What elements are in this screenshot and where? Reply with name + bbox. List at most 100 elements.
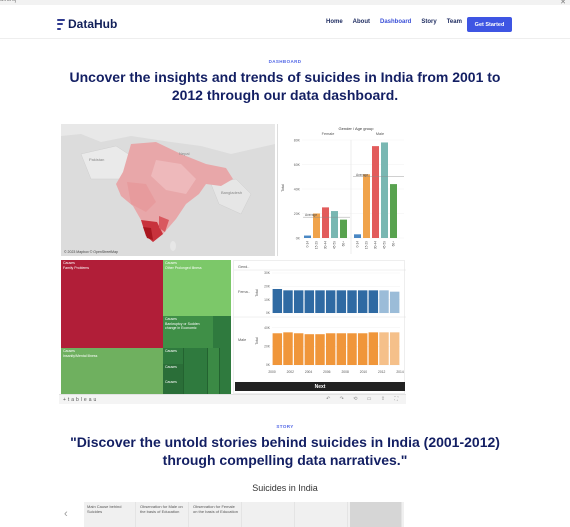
female-bar[interactable] [272, 289, 283, 313]
brand-logo[interactable]: DataHub [57, 17, 117, 31]
tableau-logo[interactable]: + t a b l e a u [63, 397, 97, 403]
tile-causes-c[interactable]: Causes [163, 379, 183, 394]
story-point-5[interactable] [296, 502, 348, 527]
x-tick-label: 2008 [341, 370, 349, 374]
story-point-6[interactable] [350, 502, 402, 527]
tableau-toolbar: + t a b l e a u ↶ ↷ ⟲ ▭ ⇪ ⛶ [59, 394, 406, 404]
bar[interactable] [331, 211, 338, 238]
tile-causes-b[interactable]: Causes [163, 364, 183, 379]
tile-family-problems[interactable]: Causes Family Problems [61, 260, 163, 348]
x-tick-label: 2006 [323, 370, 331, 374]
female-bar[interactable] [293, 290, 304, 313]
female-bar[interactable] [347, 290, 357, 313]
trend-ylabel-female: Total [255, 289, 259, 297]
tile-mental-illness[interactable]: Causes Insanity/Mental Illness [61, 348, 163, 394]
get-started-button[interactable]: Get Started [467, 17, 512, 32]
story-headline: "Discover the untold stories behind suic… [70, 434, 500, 468]
male-bar[interactable] [336, 333, 347, 365]
causes-treemap[interactable]: Causes Family Problems Causes Other Prol… [61, 260, 231, 394]
y-tick-label: 60K [294, 163, 301, 167]
bar[interactable] [381, 142, 388, 238]
female-bar[interactable] [315, 290, 325, 313]
bar[interactable] [313, 213, 320, 239]
tile-causes-a[interactable]: Causes [163, 348, 183, 364]
bar[interactable] [354, 234, 361, 238]
female-bar[interactable] [325, 290, 336, 313]
x-tick-label: 2002 [287, 370, 295, 374]
male-bar[interactable] [347, 333, 357, 365]
y-tick-label: 0K [266, 311, 271, 315]
average-label: Average [356, 173, 368, 177]
tile-prolonged-illness[interactable]: Causes Other Prolonged Illness [163, 260, 231, 316]
story-navigator: Main Cause behind Suicides Observation f… [84, 502, 404, 527]
y-tick-label: 0K [266, 363, 271, 367]
nav-link-story[interactable]: Story [421, 19, 437, 25]
x-tick-label: 2004 [305, 370, 313, 374]
bar[interactable] [372, 146, 379, 238]
male-bar[interactable] [272, 333, 283, 365]
x-tick-label: 30-44 [374, 241, 378, 249]
male-bar[interactable] [293, 333, 304, 365]
bar[interactable] [390, 184, 397, 238]
brand-name: DataHub [68, 17, 118, 31]
male-bar[interactable] [283, 332, 293, 365]
gender-age-chart[interactable]: Gender / Age group Female Male Total 0K 2… [277, 124, 405, 256]
story-point-1[interactable]: Main Cause behind Suicides [84, 502, 136, 527]
x-tick-label: 2014 [396, 370, 404, 374]
nav-link-team[interactable]: Team [446, 19, 462, 25]
chevron-left-icon[interactable]: ‹ [64, 508, 68, 520]
trend-row-female: Fema.. [238, 290, 250, 294]
trend-row-male: Male [238, 338, 246, 342]
female-bar[interactable] [368, 290, 379, 313]
female-bar[interactable] [379, 290, 389, 313]
y-tick-label: 30K [264, 271, 271, 275]
bar[interactable] [322, 207, 329, 238]
y-tick-label: 80K [294, 138, 301, 142]
india-map[interactable]: Pakistan Nepal Bangladesh © 2023 Mapbox … [61, 124, 275, 256]
male-bar[interactable] [368, 332, 379, 365]
tile-causes-small-1[interactable] [213, 316, 231, 348]
bar[interactable] [340, 219, 347, 238]
story-point-4[interactable] [243, 502, 295, 527]
facet-male: Male [376, 132, 384, 136]
female-bar[interactable] [304, 290, 315, 313]
story-point-2[interactable]: Observation for Male on the basis of Edu… [137, 502, 189, 527]
tile-causes-d[interactable] [183, 348, 207, 394]
male-bar[interactable] [379, 332, 389, 365]
male-bar[interactable] [304, 334, 315, 365]
nav-link-about[interactable]: About [352, 19, 370, 25]
female-bar[interactable] [283, 290, 293, 313]
male-bar[interactable] [325, 333, 336, 365]
nav-link-dashboard[interactable]: Dashboard [380, 19, 412, 25]
y-tick-label: 10K [264, 298, 271, 302]
male-bar[interactable] [315, 334, 325, 365]
tile-causes-e[interactable] [207, 348, 219, 394]
close-icon[interactable]: ✕ [560, 0, 566, 6]
tile-causes-f[interactable] [219, 348, 231, 394]
trend-ylabel-male: Total [255, 337, 259, 345]
gender-age-ylabel: Total [281, 184, 285, 192]
gender-trend-chart[interactable]: Gend.. Fema.. Male Total Total 0K 10K 20K 3… [233, 260, 406, 394]
story-point-3[interactable]: Observation for Female on the basis of E… [190, 502, 242, 527]
x-tick-label: 2010 [360, 370, 368, 374]
y-tick-label: 20K [264, 285, 271, 289]
browser-strip: ulrorsj ✕ [0, 0, 570, 6]
dashboard-headline: Uncover the insights and trends of suici… [69, 69, 501, 103]
female-bar[interactable] [389, 291, 400, 313]
x-tick-label: 2012 [378, 370, 386, 374]
x-tick-label: 60+ [342, 241, 346, 247]
female-bar[interactable] [336, 290, 347, 313]
toolbar-controls[interactable]: ↶ ↷ ⟲ ▭ ⇪ ⛶ [326, 396, 402, 402]
map-label-bangladesh: Bangladesh [221, 190, 243, 195]
next-button[interactable]: Next [235, 382, 405, 391]
male-bar[interactable] [357, 333, 368, 365]
female-bar[interactable] [357, 290, 368, 313]
x-tick-label: 45-59 [333, 241, 337, 249]
bar[interactable] [304, 235, 311, 238]
nav-link-home[interactable]: Home [326, 19, 343, 25]
bar[interactable] [363, 174, 370, 238]
male-bar[interactable] [389, 332, 400, 365]
tile-bankruptcy[interactable]: Causes Bankruptcy or Sudden change in Ec… [163, 316, 213, 348]
x-tick-label: 0-14 [306, 241, 310, 248]
y-tick-label: 20K [264, 345, 271, 349]
